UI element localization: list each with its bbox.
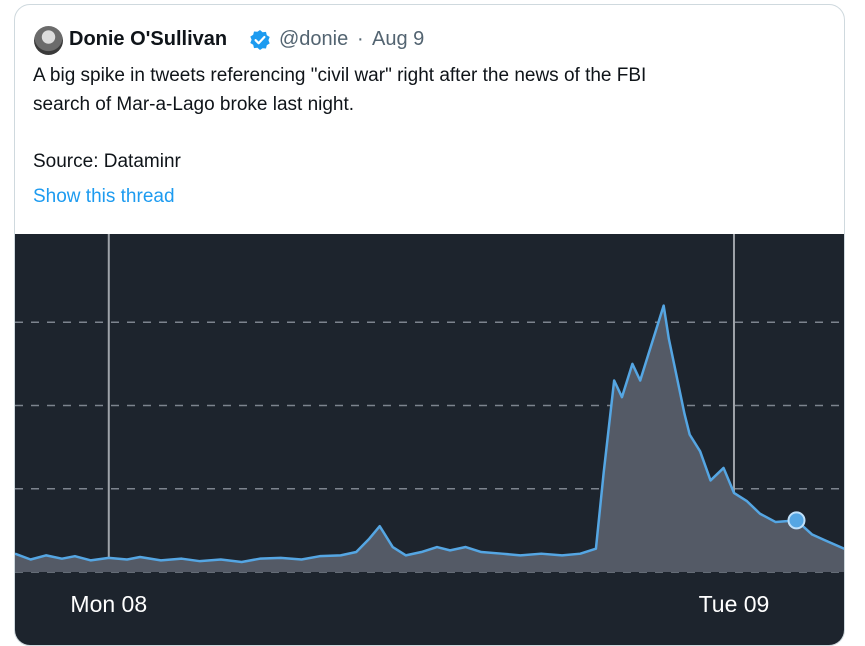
tweet-text: search of Mar-a-Lago broke last night.	[33, 94, 355, 115]
author-name[interactable]: Donie O'Sullivan	[69, 28, 228, 50]
chart: Mon 08 Tue 09	[15, 234, 844, 645]
avatar[interactable]	[34, 26, 63, 55]
separator: ·	[357, 28, 364, 50]
chart-background	[15, 234, 844, 645]
highlight-point	[787, 511, 806, 530]
verified-badge	[250, 30, 270, 50]
tweet-card: Donie O'Sullivan @donie · Aug 9 A big sp…	[14, 4, 845, 646]
line	[15, 304, 844, 564]
tweet-text: A big spike in tweets referencing "civil…	[33, 65, 647, 86]
date[interactable]: Aug 9	[372, 28, 425, 50]
x-tick-label: Tue 09	[699, 591, 770, 617]
area-fill	[15, 305, 844, 572]
x-tick-label: Mon 08	[70, 591, 147, 617]
handle[interactable]: @donie	[279, 28, 349, 50]
tweet-text: Source: Dataminr	[33, 151, 181, 172]
show-thread-link[interactable]: Show this thread	[33, 186, 175, 207]
